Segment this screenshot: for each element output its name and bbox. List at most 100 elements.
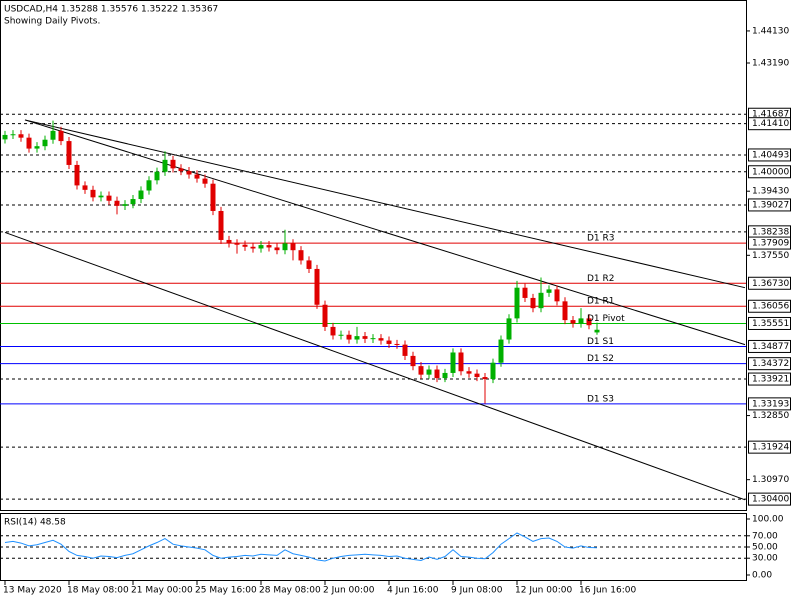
x-tick-label: 18 May 08:00: [67, 586, 129, 596]
candle-body: [482, 377, 488, 380]
candle-body: [10, 134, 16, 136]
candle-body: [42, 139, 48, 147]
y-tick-label: 1.30970: [752, 475, 789, 485]
candle-body: [194, 174, 200, 179]
candle-body: [538, 292, 544, 309]
candle-body: [66, 141, 72, 165]
candle-body: [490, 362, 496, 380]
candle-body: [266, 245, 272, 248]
level-price-box: [748, 165, 791, 179]
level-price-box: [748, 236, 791, 250]
rsi-tick-label: 30.00: [752, 554, 778, 564]
level-price-label: 1.35551: [752, 319, 789, 329]
level-price-box: [748, 440, 791, 454]
candle-body: [522, 287, 528, 298]
pivot-label: D1 R1: [587, 297, 615, 307]
trendline: [24, 119, 746, 346]
candle-body: [106, 195, 112, 201]
x-tick-label: 28 May 08:00: [259, 586, 321, 596]
pivot-label: D1 R2: [587, 274, 615, 284]
level-price-label: 1.30400: [752, 495, 789, 505]
candle-body: [170, 159, 176, 169]
level-price-label: 1.33193: [752, 399, 789, 409]
candle-body: [546, 289, 552, 293]
candle-body: [410, 355, 416, 367]
candle-body: [354, 336, 360, 340]
candle-body: [586, 318, 592, 326]
candle-body: [330, 326, 336, 336]
x-tick-label: 21 May 00:00: [131, 586, 193, 596]
candle-body: [178, 168, 184, 172]
level-price-box: [748, 492, 791, 506]
x-tick-label: 13 May 2020: [3, 586, 62, 596]
level-price-label: 1.36056: [752, 302, 789, 312]
candle-body: [434, 369, 440, 379]
candle-body: [154, 171, 160, 181]
candle-body: [26, 137, 32, 149]
level-price-box: [748, 198, 791, 212]
level-price-box: [748, 372, 791, 386]
candle-body: [82, 185, 88, 190]
y-tick-label: 1.37550: [752, 251, 789, 261]
candle-body: [242, 244, 248, 247]
candle-body: [274, 247, 280, 251]
candle-body: [98, 195, 104, 198]
level-price-label: 1.34372: [752, 359, 789, 369]
level-price-label: 1.36730: [752, 279, 789, 289]
candle-body: [186, 171, 192, 175]
level-price-label: 1.37909: [752, 239, 789, 249]
level-price-box: [748, 397, 791, 411]
candle-body: [378, 338, 384, 341]
candle-body: [18, 134, 24, 138]
candle-body: [426, 369, 432, 375]
candle-body: [594, 329, 600, 333]
level-price-box: [748, 357, 791, 371]
candle-body: [474, 373, 480, 378]
candle-body: [506, 318, 512, 340]
candle-body: [162, 159, 168, 172]
level-price-box: [748, 316, 791, 330]
candle-body: [386, 340, 392, 344]
candle-body: [362, 336, 368, 339]
x-tick-label: 25 May 16:00: [195, 586, 257, 596]
level-price-box: [748, 276, 791, 290]
candle-body: [226, 239, 232, 244]
candle-body: [122, 204, 128, 206]
level-price-label: 1.33921: [752, 375, 789, 385]
trendline: [4, 231, 746, 501]
candle-body: [498, 339, 504, 363]
candle-body: [402, 344, 408, 356]
pivot-label: D1 S2: [587, 354, 614, 364]
level-price-box: [748, 299, 791, 313]
pivot-label: D1 R3: [587, 234, 615, 244]
level-price-label: 1.38238: [752, 227, 789, 237]
pivot-label: D1 Pivot: [587, 314, 625, 324]
candle-body: [210, 183, 216, 211]
candle-body: [466, 371, 472, 374]
level-price-label: 1.39027: [752, 200, 789, 210]
rsi-plot: [0, 532, 746, 562]
level-price-box: [748, 117, 791, 131]
candle-body: [554, 289, 560, 302]
candle-body: [2, 134, 8, 140]
level-price-label: 1.34877: [752, 342, 789, 352]
x-tick-label: 9 Jun 08:00: [451, 586, 503, 596]
y-tick-label: 1.43190: [752, 58, 789, 68]
pivot-label: D1 S3: [587, 394, 614, 404]
x-tick-label: 16 Jun 16:00: [579, 586, 636, 596]
x-tick-label: 2 Jun 00:00: [323, 586, 375, 596]
candle-body: [578, 318, 584, 324]
candle-body: [306, 260, 312, 269]
annotations: 1.44130 1.43190 1.39430 1.37550 1.32850 1.309…: [3, 26, 791, 596]
rsi-tick-label: 50.00: [752, 543, 778, 553]
candle-body: [50, 130, 56, 140]
candle-body: [202, 178, 208, 184]
pivot-label: D1 S1: [587, 337, 614, 347]
candle-body: [346, 334, 352, 340]
level-price-label: 1.41687: [752, 110, 789, 120]
candle-body: [290, 243, 296, 251]
chart-subtitle: Showing Daily Pivots.: [4, 17, 100, 27]
trendline: [24, 119, 746, 289]
